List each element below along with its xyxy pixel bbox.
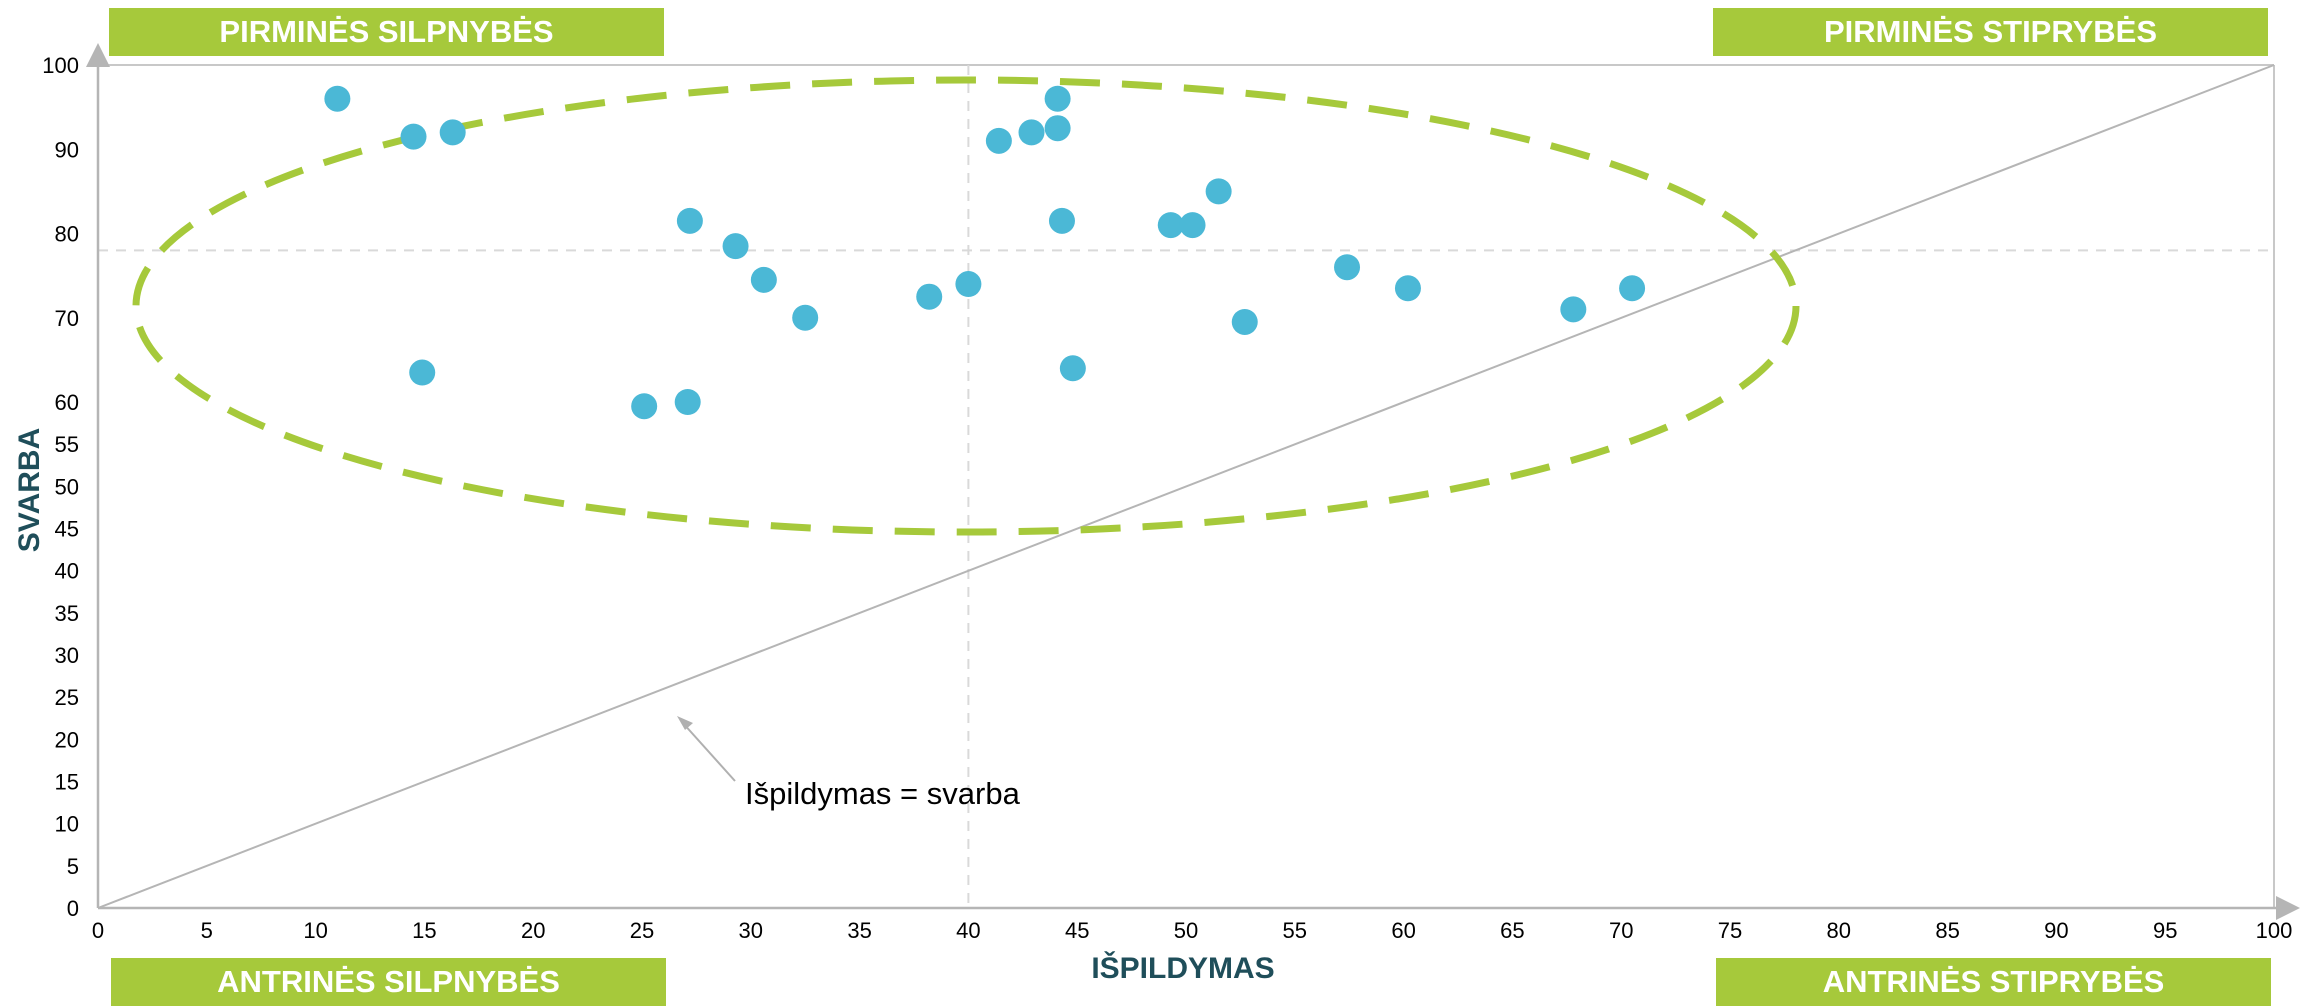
y-tick-label: 60	[55, 390, 79, 415]
data-point-15	[1044, 85, 1071, 112]
x-tick-label: 95	[2153, 918, 2177, 943]
y-tick-label: 50	[55, 474, 79, 499]
y-tick-label: 20	[55, 727, 79, 752]
y-tick-label: 35	[55, 601, 79, 626]
annotation-arrowhead	[677, 716, 693, 730]
x-tick-label: 45	[1065, 918, 1089, 943]
data-point-18	[1059, 355, 1086, 382]
data-point-4	[409, 359, 436, 386]
x-tick-label: 80	[1827, 918, 1851, 943]
y-tick-label: 55	[55, 432, 79, 457]
annotation-text: Išpildymas = svarba	[745, 776, 1021, 811]
data-point-8	[722, 233, 749, 260]
data-point-7	[676, 207, 703, 234]
highlight-ellipse-outline	[132, 76, 1800, 536]
y-axis-arrow	[86, 43, 110, 67]
diagonal-equality-line	[97, 64, 2275, 909]
x-tick-label: 15	[412, 918, 436, 943]
y-axis-title: SVARBA	[13, 428, 46, 552]
x-tick-label: 10	[303, 918, 327, 943]
quadrant-label-primary-strengths: PIRMINĖS STIPRYBĖS	[1713, 8, 2268, 56]
data-point-5	[631, 393, 658, 420]
data-points	[324, 85, 1646, 420]
data-point-23	[1334, 254, 1361, 281]
y-tick-label: 25	[55, 685, 79, 710]
x-tick-label: 50	[1174, 918, 1198, 943]
data-point-24	[1394, 275, 1421, 302]
data-point-11	[916, 283, 943, 310]
x-tick-label: 30	[739, 918, 763, 943]
data-point-20	[1179, 212, 1206, 239]
data-point-22	[1231, 308, 1258, 335]
quadrant-label-primary-weaknesses: PIRMINĖS SILPNYBĖS	[109, 8, 664, 56]
x-tick-label: 70	[1609, 918, 1633, 943]
x-tick-label: 25	[630, 918, 654, 943]
data-point-26	[1619, 275, 1646, 302]
x-tick-label: 75	[1718, 918, 1742, 943]
x-tick-label: 0	[92, 918, 104, 943]
data-point-1	[324, 85, 351, 112]
y-tick-label: 90	[55, 137, 79, 162]
reference-lines	[97, 64, 2275, 909]
data-point-19	[1157, 212, 1184, 239]
x-axis-arrow	[2276, 896, 2300, 920]
tick-labels: 0 5 10 15 20 25 30 35 40 45 50 55 60 65 70 75 80 85 90 95 10…	[42, 53, 2292, 943]
data-point-13	[985, 127, 1012, 154]
y-tick-label: 70	[55, 306, 79, 331]
x-tick-label: 55	[1283, 918, 1307, 943]
x-tick-label: 90	[2044, 918, 2068, 943]
data-point-12	[955, 271, 982, 298]
diagonal-annotation: Išpildymas = svarba	[677, 716, 1021, 811]
x-axis-title: IŠPILDYMAS	[1091, 951, 1274, 985]
y-tick-label: 30	[55, 643, 79, 668]
y-tick-label: 15	[55, 770, 79, 795]
x-tick-label: 85	[1935, 918, 1959, 943]
data-point-14	[1018, 119, 1045, 146]
x-tick-label: 60	[1391, 918, 1415, 943]
x-tick-label: 100	[2256, 918, 2293, 943]
x-tick-label: 65	[1500, 918, 1524, 943]
data-point-25	[1560, 296, 1587, 323]
y-tick-label: 10	[55, 812, 79, 837]
y-tick-label: 100	[42, 53, 79, 78]
highlight-ellipse	[132, 76, 1800, 536]
data-point-10	[792, 304, 819, 331]
annotation-arrow	[681, 721, 736, 782]
y-tick-label: 5	[67, 854, 79, 879]
data-point-6	[674, 389, 701, 415]
y-tick-label: 40	[55, 559, 79, 584]
x-tick-label: 35	[847, 918, 871, 943]
x-tick-label: 20	[521, 918, 545, 943]
data-point-21	[1205, 178, 1232, 205]
y-tick-label: 45	[55, 517, 79, 542]
data-point-17	[1048, 207, 1075, 234]
axes	[86, 43, 2300, 920]
x-tick-label: 40	[956, 918, 980, 943]
data-point-3	[439, 119, 466, 146]
data-point-9	[750, 266, 777, 293]
y-tick-label: 80	[55, 222, 79, 247]
y-tick-label: 0	[67, 896, 79, 921]
data-point-16	[1044, 115, 1071, 142]
x-tick-label: 5	[201, 918, 213, 943]
data-point-2	[400, 123, 427, 150]
